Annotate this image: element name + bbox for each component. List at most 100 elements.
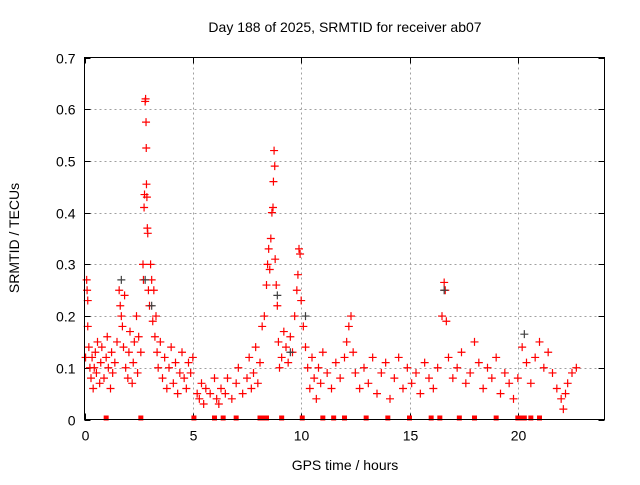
- data-point: [273, 291, 282, 300]
- data-point: [115, 286, 124, 295]
- data-point: [184, 358, 193, 367]
- data-point: [148, 317, 157, 326]
- data-point: [124, 348, 133, 357]
- zero-marker: [320, 415, 326, 421]
- data-point: [331, 358, 340, 367]
- data-point: [440, 286, 449, 295]
- data-point: [303, 363, 312, 372]
- data-point: [444, 353, 453, 362]
- data-point: [199, 399, 208, 408]
- data-point: [522, 358, 531, 367]
- data-point: [152, 312, 160, 321]
- y-tick-label: 0.6: [56, 102, 76, 118]
- data-point: [110, 358, 119, 367]
- data-point: [275, 363, 284, 372]
- data-point: [264, 244, 273, 253]
- data-point: [103, 332, 112, 341]
- data-point: [316, 379, 325, 388]
- data-point: [258, 322, 267, 331]
- data-point: [407, 379, 416, 388]
- data-point: [260, 312, 269, 321]
- data-point: [461, 379, 470, 388]
- data-point: [265, 265, 274, 274]
- data-point: [349, 348, 358, 357]
- data-point: [238, 389, 247, 398]
- data-point: [173, 389, 182, 398]
- data-point: [142, 193, 151, 202]
- data-point: [487, 374, 496, 383]
- data-point: [95, 379, 104, 388]
- data-point: [305, 384, 314, 393]
- data-point: [245, 353, 254, 362]
- data-point: [466, 368, 475, 377]
- data-point: [273, 301, 282, 310]
- data-point: [132, 312, 141, 321]
- data-point: [128, 379, 137, 388]
- data-point: [221, 389, 230, 398]
- data-point: [360, 363, 368, 372]
- data-point: [117, 312, 126, 321]
- data-point: [262, 281, 271, 290]
- data-point: [167, 343, 176, 352]
- data-point: [544, 348, 553, 357]
- data-point: [412, 368, 420, 377]
- data-point: [227, 394, 236, 403]
- data-point: [88, 353, 97, 362]
- x-tick-label: 20: [511, 428, 527, 444]
- data-point: [130, 337, 139, 346]
- data-point: [84, 343, 93, 352]
- data-point: [142, 180, 151, 189]
- data-point: [563, 379, 572, 388]
- data-point: [531, 353, 540, 362]
- data-point: [470, 337, 479, 346]
- data-point: [274, 337, 283, 346]
- data-point: [310, 374, 319, 383]
- data-point: [117, 275, 126, 284]
- zero-marker: [437, 415, 443, 421]
- data-point: [394, 353, 403, 362]
- data-point: [286, 348, 295, 357]
- zero-marker: [233, 415, 239, 421]
- data-point: [223, 374, 232, 383]
- data-point: [347, 312, 355, 321]
- data-point: [142, 144, 151, 152]
- data-point: [197, 379, 206, 388]
- data-point: [165, 363, 173, 372]
- data-point: [267, 208, 276, 217]
- data-point: [364, 379, 373, 388]
- data-point: [344, 322, 353, 331]
- zero-marker: [103, 415, 109, 421]
- data-point: [552, 384, 561, 393]
- data-point: [186, 368, 195, 377]
- data-point: [102, 353, 111, 362]
- ticks: 0 5 10 15 20 0 0.1 0.2 0.3 0.4 0.5 0.6 0.7: [56, 51, 605, 444]
- data-point: [559, 405, 568, 414]
- zero-marker: [528, 415, 534, 421]
- data-point: [296, 250, 305, 259]
- data-point: [251, 343, 260, 352]
- zero-marker: [363, 415, 369, 421]
- data-point: [158, 374, 167, 383]
- data-point: [212, 394, 221, 403]
- data-point: [520, 330, 529, 339]
- data-point: [266, 234, 275, 243]
- data-point: [249, 368, 258, 377]
- data-point: [253, 379, 262, 388]
- data-point: [269, 177, 278, 186]
- zero-marker: [331, 415, 337, 421]
- data-point: [171, 358, 180, 367]
- data-point: [483, 363, 492, 372]
- data-point: [290, 312, 299, 321]
- data-point: [323, 368, 332, 377]
- data-point: [89, 384, 98, 393]
- data-point: [479, 384, 488, 393]
- data-point: [134, 332, 143, 341]
- data-point: [126, 327, 134, 336]
- data-point: [399, 384, 407, 393]
- x-tick-label: 10: [294, 428, 310, 444]
- data-point: [453, 363, 462, 372]
- data-point: [142, 118, 151, 127]
- data-point: [279, 327, 288, 336]
- data-point: [160, 353, 169, 362]
- data-point: [340, 353, 349, 362]
